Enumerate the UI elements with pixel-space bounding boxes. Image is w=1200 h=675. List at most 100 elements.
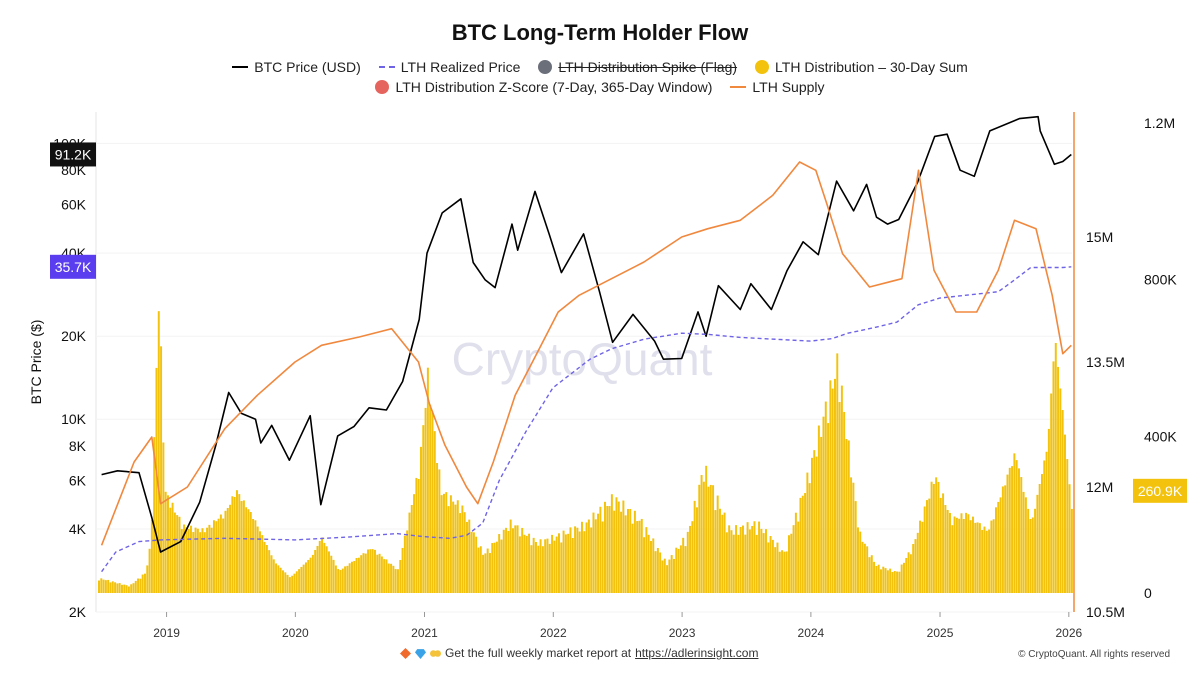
distribution-bar	[498, 534, 501, 593]
distribution-bar	[696, 507, 698, 593]
distribution-bar	[735, 525, 738, 593]
distribution-bar	[325, 546, 328, 593]
distribution-bar	[397, 569, 399, 593]
distribution-bar	[167, 495, 169, 593]
distribution-bar	[958, 518, 961, 593]
distribution-bar	[748, 529, 751, 593]
distribution-bar	[659, 552, 662, 593]
distribution-bar	[978, 523, 981, 593]
distribution-bar	[424, 407, 427, 593]
footer-link[interactable]: https://adlerinsight.com	[635, 646, 759, 660]
distribution-bar	[981, 529, 984, 593]
distribution-bar	[684, 546, 687, 593]
legend-item-btc-price[interactable]: BTC Price (USD)	[232, 59, 361, 75]
distribution-bar	[647, 534, 650, 593]
distribution-badge-text: 260.9K	[1138, 483, 1183, 499]
distribution-bar	[369, 549, 372, 593]
distribution-bar	[969, 520, 972, 593]
legend-item-realized-price[interactable]: LTH Realized Price	[378, 59, 520, 75]
distribution-bar	[353, 560, 356, 593]
distribution-bar	[1061, 410, 1064, 593]
distribution-bar	[146, 565, 149, 593]
distribution-bar	[537, 545, 540, 593]
distribution-bar	[840, 385, 843, 593]
distribution-bar	[334, 565, 337, 593]
distribution-bar	[624, 515, 627, 593]
distribution-bar	[813, 450, 816, 593]
distribution-bar	[107, 579, 110, 593]
legend-row: LTH Distribution Z-Score (7-Day, 365-Day…	[0, 79, 1200, 95]
distribution-bar	[502, 529, 505, 593]
distribution-bar	[127, 586, 130, 593]
legend-item-supply[interactable]: LTH Supply	[730, 79, 825, 95]
distribution-bar	[132, 583, 135, 593]
distribution-bar	[852, 482, 855, 593]
distribution-bar	[153, 437, 156, 593]
distribution-bar	[247, 509, 250, 593]
x-tick-label: 2022	[540, 626, 567, 640]
distribution-bar	[1043, 460, 1046, 593]
distribution-bar	[594, 519, 597, 593]
distribution-bar	[919, 520, 922, 593]
distribution-bar	[854, 501, 857, 593]
distribution-bar	[443, 493, 445, 593]
distribution-bar	[581, 521, 583, 593]
distribution-bar	[475, 536, 478, 593]
distribution-bar	[410, 504, 413, 593]
distribution-bar	[898, 571, 901, 593]
distribution-bar	[926, 500, 928, 593]
legend-item-zscore[interactable]: LTH Distribution Z-Score (7-Day, 365-Day…	[375, 79, 712, 95]
distribution-bar	[1070, 508, 1073, 593]
distribution-bar	[794, 512, 797, 593]
distribution-bar	[999, 497, 1002, 593]
distribution-bar	[811, 457, 813, 593]
legend-item-dist-sum[interactable]: LTH Distribution – 30-Day Sum	[755, 59, 968, 75]
distribution-bar	[797, 521, 800, 593]
x-tick-label: 2025	[927, 626, 954, 640]
distribution-bar	[875, 565, 878, 593]
distribution-bar	[509, 519, 512, 593]
distribution-bar	[364, 553, 367, 593]
distribution-bar	[817, 425, 820, 593]
distribution-bar	[203, 532, 206, 593]
distribution-bar	[279, 567, 282, 593]
distribution-bar	[932, 483, 935, 593]
distribution-bar	[909, 554, 912, 593]
distribution-bar	[222, 518, 225, 593]
distribution-bar	[139, 578, 142, 593]
distribution-bar	[847, 440, 850, 593]
distribution-bar	[613, 510, 616, 593]
distribution-bar	[965, 512, 968, 593]
distribution-bar	[514, 525, 517, 593]
distribution-bar	[790, 533, 793, 593]
distribution-bar	[144, 573, 146, 593]
distribution-bar	[955, 517, 958, 593]
distribution-bar	[403, 535, 406, 593]
distribution-bar	[141, 574, 144, 593]
distribution-bar	[111, 581, 114, 593]
dot-swatch	[375, 80, 390, 94]
legend-row: BTC Price (USD) LTH Realized Price LTH D…	[0, 59, 1200, 75]
distribution-bar	[164, 491, 167, 593]
distribution-bar	[245, 507, 248, 593]
distribution-bar	[233, 496, 236, 593]
distribution-bar	[390, 563, 393, 593]
distribution-bar	[337, 569, 340, 593]
distribution-bar	[268, 550, 271, 593]
distribution-bar	[1045, 451, 1048, 593]
distribution-bar	[311, 554, 314, 593]
y-left-tick-label: 60K	[61, 197, 87, 213]
legend-item-spike-flag[interactable]: LTH Distribution Spike (Flag)	[538, 59, 737, 75]
x-tick-label: 2026	[1055, 626, 1082, 640]
distribution-bar	[730, 530, 733, 593]
lth-supply-line	[100, 161, 1072, 546]
distribution-bar	[121, 584, 123, 593]
raised-hands-icon	[430, 649, 441, 657]
distribution-bar	[868, 557, 871, 593]
distribution-bar	[705, 465, 708, 593]
distribution-bar	[693, 500, 696, 593]
distribution-bar	[985, 530, 988, 593]
distribution-bar	[102, 579, 105, 593]
distribution-bar	[187, 528, 190, 593]
legend-label: LTH Distribution Spike (Flag)	[558, 59, 738, 75]
